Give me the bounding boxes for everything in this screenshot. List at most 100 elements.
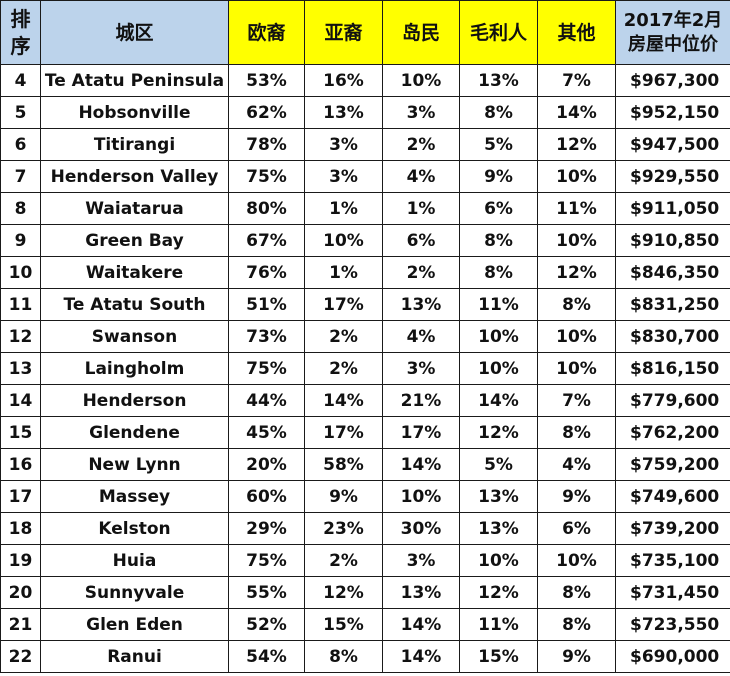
cell-median-price: $749,600 xyxy=(615,480,730,513)
cell-rank: 18 xyxy=(0,512,41,545)
cell-islander: 1% xyxy=(382,192,460,225)
cell-islander: 2% xyxy=(382,128,460,161)
cell-rank: 11 xyxy=(0,288,41,321)
table-row: 18 Kelston 29% 23% 30% 13% 6% $739,200 xyxy=(0,512,730,545)
cell-european: 51% xyxy=(228,288,305,321)
cell-rank: 8 xyxy=(0,192,41,225)
cell-asian: 2% xyxy=(304,544,383,577)
cell-other: 10% xyxy=(537,544,616,577)
table-row: 5 Hobsonville 62% 13% 3% 8% 14% $952,150 xyxy=(0,96,730,129)
cell-european: 78% xyxy=(228,128,305,161)
cell-maori: 8% xyxy=(459,96,538,129)
cell-european: 67% xyxy=(228,224,305,257)
table-row: 13 Laingholm 75% 2% 3% 10% 10% $816,150 xyxy=(0,352,730,385)
cell-islander: 13% xyxy=(382,576,460,609)
cell-area: Henderson xyxy=(40,384,229,417)
cell-median-price: $910,850 xyxy=(615,224,730,257)
cell-islander: 3% xyxy=(382,96,460,129)
cell-rank: 15 xyxy=(0,416,41,449)
cell-asian: 10% xyxy=(304,224,383,257)
cell-area: New Lynn xyxy=(40,448,229,481)
cell-islander: 6% xyxy=(382,224,460,257)
cell-median-price: $831,250 xyxy=(615,288,730,321)
cell-asian: 1% xyxy=(304,192,383,225)
cell-other: 9% xyxy=(537,640,616,673)
cell-area: Titirangi xyxy=(40,128,229,161)
header-price-line1: 2017年2月 xyxy=(623,9,723,31)
cell-other: 11% xyxy=(537,192,616,225)
cell-asian: 9% xyxy=(304,480,383,513)
table-row: 7 Henderson Valley 75% 3% 4% 9% 10% $929,550 xyxy=(0,160,730,193)
cell-median-price: $739,200 xyxy=(615,512,730,545)
cell-islander: 4% xyxy=(382,160,460,193)
cell-area: Te Atatu Peninsula xyxy=(40,64,229,97)
cell-median-price: $731,450 xyxy=(615,576,730,609)
cell-maori: 11% xyxy=(459,288,538,321)
header-price-line2: 房屋中位价 xyxy=(628,33,718,55)
cell-other: 14% xyxy=(537,96,616,129)
cell-median-price: $967,300 xyxy=(615,64,730,97)
cell-other: 12% xyxy=(537,128,616,161)
cell-islander: 2% xyxy=(382,256,460,289)
table-body: 4 Te Atatu Peninsula 53% 16% 10% 13% 7% $967,30… xyxy=(0,64,730,673)
cell-rank: 17 xyxy=(0,480,41,513)
cell-area: Green Bay xyxy=(40,224,229,257)
table-row: 20 Sunnyvale 55% 12% 13% 12% 8% $731,450 xyxy=(0,576,730,609)
cell-islander: 3% xyxy=(382,352,460,385)
cell-rank: 13 xyxy=(0,352,41,385)
cell-median-price: $929,550 xyxy=(615,160,730,193)
cell-european: 44% xyxy=(228,384,305,417)
cell-european: 75% xyxy=(228,544,305,577)
cell-median-price: $830,700 xyxy=(615,320,730,353)
cell-rank: 16 xyxy=(0,448,41,481)
cell-median-price: $947,500 xyxy=(615,128,730,161)
cell-median-price: $952,150 xyxy=(615,96,730,129)
cell-asian: 2% xyxy=(304,352,383,385)
table-row: 10 Waitakere 76% 1% 2% 8% 12% $846,350 xyxy=(0,256,730,289)
table-row: 8 Waiatarua 80% 1% 1% 6% 11% $911,050 xyxy=(0,192,730,225)
cell-maori: 5% xyxy=(459,448,538,481)
cell-maori: 13% xyxy=(459,64,538,97)
cell-maori: 11% xyxy=(459,608,538,641)
table-row: 11 Te Atatu South 51% 17% 13% 11% 8% $831,250 xyxy=(0,288,730,321)
header-row: 排 序 城区 欧裔 亚裔 岛民 毛利人 其他 2017年2月 房屋中位价 xyxy=(0,0,730,65)
cell-median-price: $816,150 xyxy=(615,352,730,385)
cell-maori: 10% xyxy=(459,320,538,353)
cell-rank: 7 xyxy=(0,160,41,193)
cell-asian: 17% xyxy=(304,416,383,449)
cell-european: 45% xyxy=(228,416,305,449)
cell-maori: 15% xyxy=(459,640,538,673)
cell-islander: 14% xyxy=(382,448,460,481)
table-row: 19 Huia 75% 2% 3% 10% 10% $735,100 xyxy=(0,544,730,577)
cell-asian: 16% xyxy=(304,64,383,97)
header-islander: 岛民 xyxy=(382,0,460,65)
cell-rank: 19 xyxy=(0,544,41,577)
cell-asian: 23% xyxy=(304,512,383,545)
cell-islander: 14% xyxy=(382,640,460,673)
cell-european: 80% xyxy=(228,192,305,225)
table-row: 15 Glendene 45% 17% 17% 12% 8% $762,200 xyxy=(0,416,730,449)
cell-area: Laingholm xyxy=(40,352,229,385)
table-header: 排 序 城区 欧裔 亚裔 岛民 毛利人 其他 2017年2月 房屋中位价 xyxy=(0,0,730,65)
cell-other: 12% xyxy=(537,256,616,289)
cell-european: 75% xyxy=(228,160,305,193)
cell-maori: 5% xyxy=(459,128,538,161)
cell-area: Glendene xyxy=(40,416,229,449)
cell-maori: 12% xyxy=(459,576,538,609)
cell-other: 7% xyxy=(537,384,616,417)
table-row: 16 New Lynn 20% 58% 14% 5% 4% $759,200 xyxy=(0,448,730,481)
cell-median-price: $846,350 xyxy=(615,256,730,289)
table-row: 17 Massey 60% 9% 10% 13% 9% $749,600 xyxy=(0,480,730,513)
cell-islander: 30% xyxy=(382,512,460,545)
cell-asian: 15% xyxy=(304,608,383,641)
cell-european: 20% xyxy=(228,448,305,481)
cell-area: Hobsonville xyxy=(40,96,229,129)
cell-area: Sunnyvale xyxy=(40,576,229,609)
cell-rank: 14 xyxy=(0,384,41,417)
table-row: 21 Glen Eden 52% 15% 14% 11% 8% $723,550 xyxy=(0,608,730,641)
cell-european: 29% xyxy=(228,512,305,545)
cell-area: Swanson xyxy=(40,320,229,353)
cell-other: 6% xyxy=(537,512,616,545)
cell-asian: 17% xyxy=(304,288,383,321)
cell-asian: 8% xyxy=(304,640,383,673)
